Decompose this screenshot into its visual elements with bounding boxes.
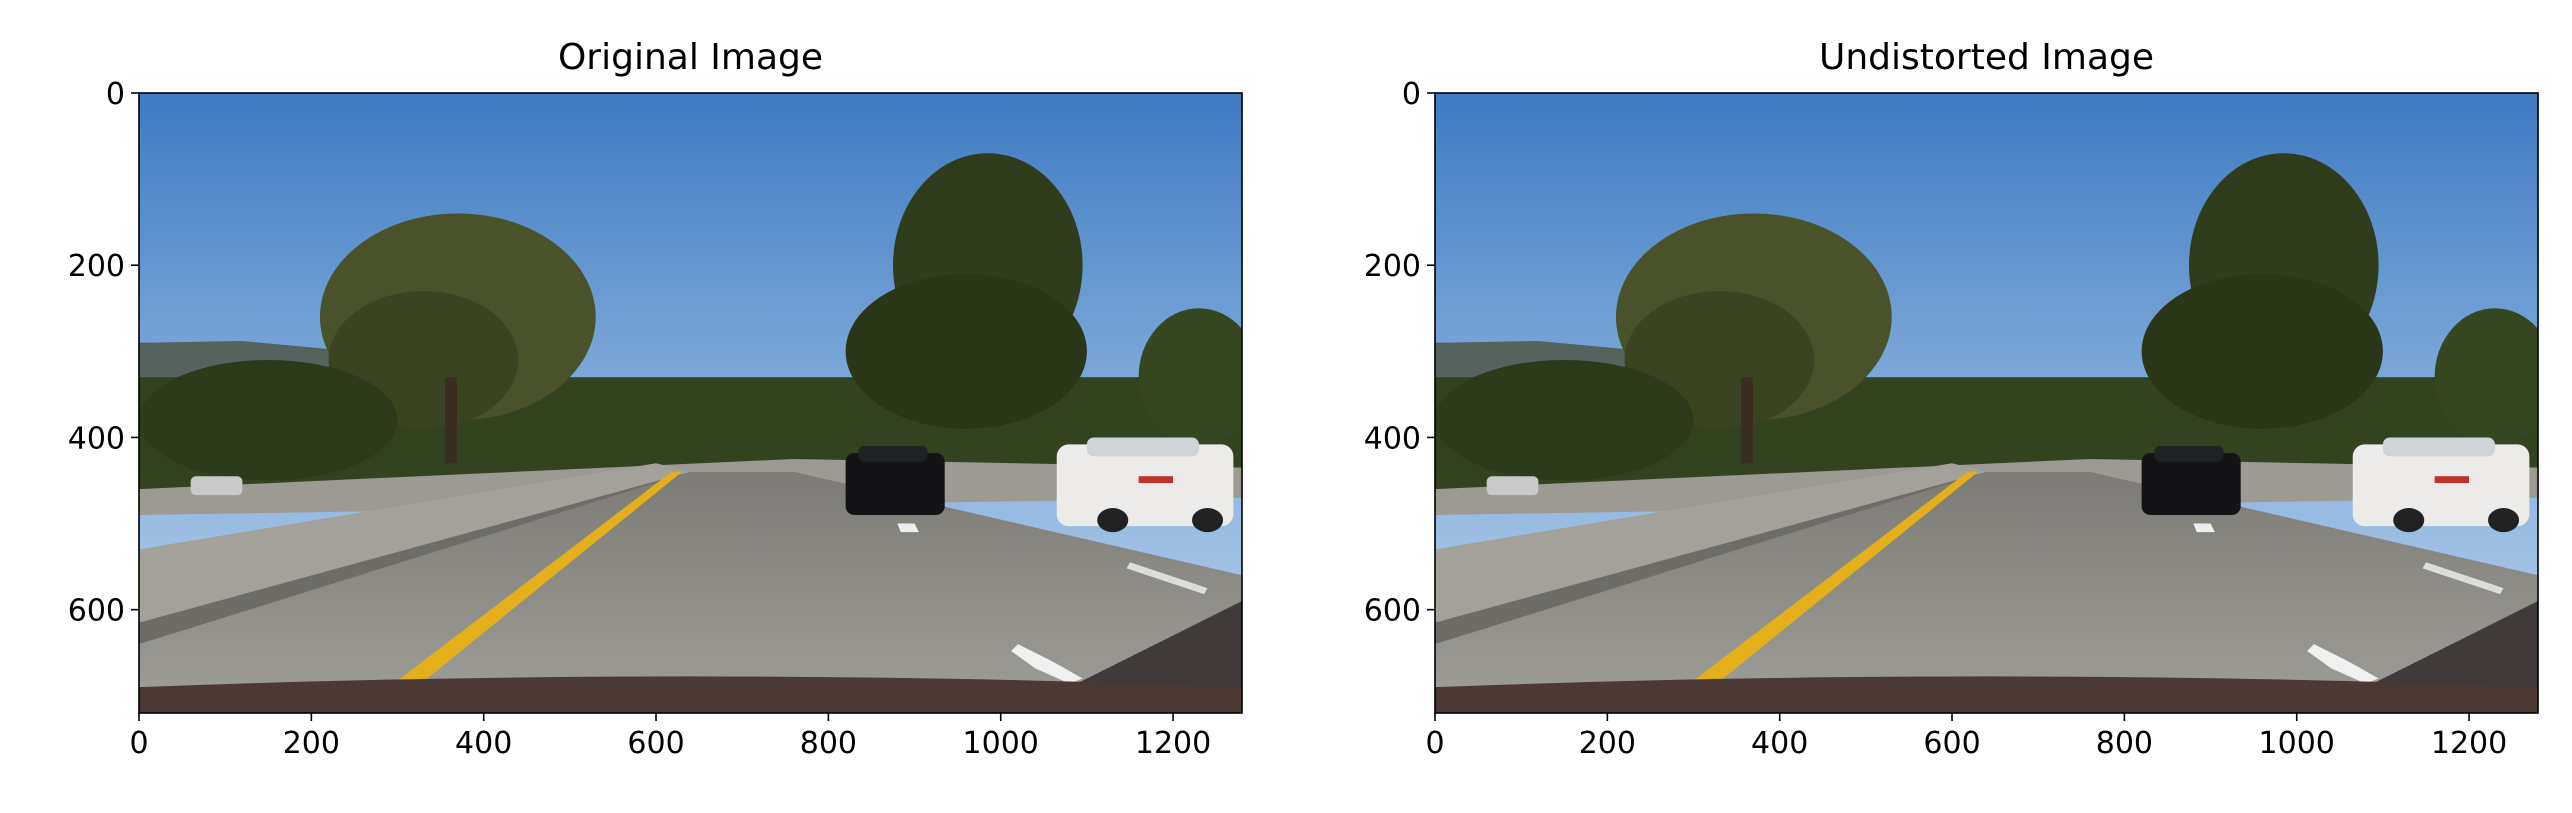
- chart-title: Original Image: [558, 37, 823, 78]
- y-tick-label: 600: [68, 594, 125, 629]
- x-tick-label: 600: [627, 726, 684, 761]
- x-tick-label: 200: [1579, 726, 1636, 761]
- y-tick-label: 0: [1402, 77, 1421, 112]
- subplot: Original Image 0 200 400 600 800 1000 1200 0 200 4…: [68, 37, 1243, 761]
- x-tick-label: 400: [455, 726, 512, 761]
- x-tick-label: 1000: [963, 726, 1039, 761]
- x-tick-label: 400: [1751, 726, 1808, 761]
- axes-frame: [1434, 92, 2539, 714]
- x-tick-label: 1000: [2259, 726, 2335, 761]
- image: [139, 93, 1242, 713]
- x-tick-label: 0: [129, 726, 148, 761]
- x-tick-label: 800: [800, 726, 857, 761]
- x-tick-label: 600: [1923, 726, 1980, 761]
- image: [1435, 93, 2538, 713]
- x-tick-label: 200: [283, 726, 340, 761]
- y-tick-label: 200: [68, 249, 125, 284]
- x-tick-label: 1200: [1135, 726, 1211, 761]
- x-tick-label: 0: [1425, 726, 1444, 761]
- chart-title: Undistorted Image: [1819, 37, 2154, 78]
- y-tick-label: 400: [68, 421, 125, 456]
- y-tick-label: 600: [1364, 594, 1421, 629]
- x-tick-label: 1200: [2431, 726, 2507, 761]
- subplot: Undistorted Image 0 200 400 600 800 1000 1200 0 2…: [1364, 37, 2539, 761]
- x-tick-label: 800: [2096, 726, 2153, 761]
- y-tick-label: 400: [1364, 421, 1421, 456]
- axes-frame: [138, 92, 1243, 714]
- y-tick-label: 0: [106, 77, 125, 112]
- y-tick-label: 200: [1364, 249, 1421, 284]
